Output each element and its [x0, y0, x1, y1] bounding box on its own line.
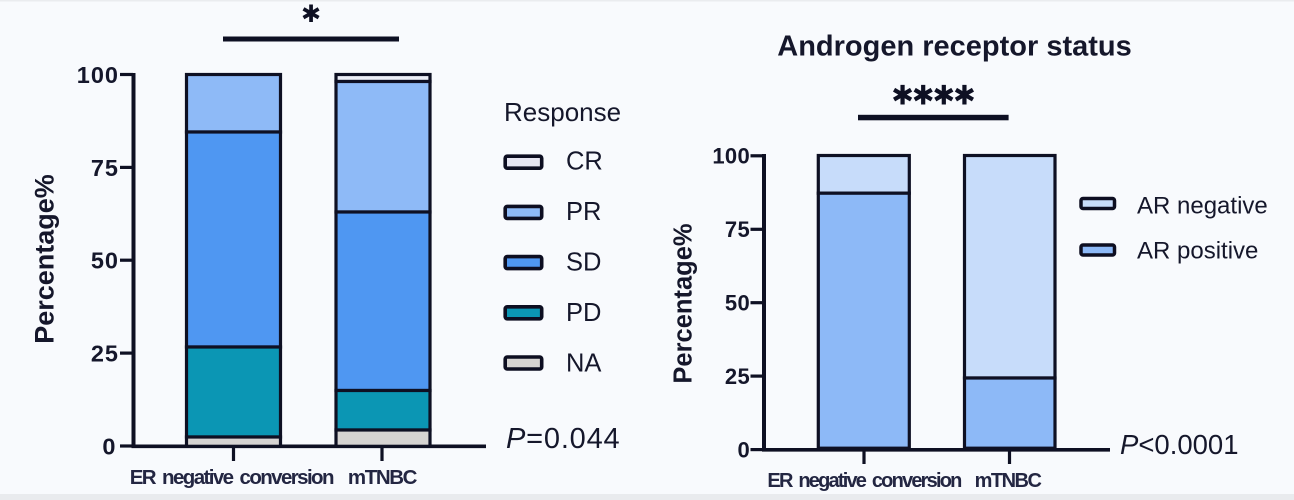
svg-text:AR positive: AR positive: [1137, 238, 1258, 265]
svg-text:✱✱✱✱: ✱✱✱✱: [891, 81, 974, 111]
svg-text:AR negative: AR negative: [1137, 193, 1268, 220]
svg-text:75: 75: [725, 217, 750, 242]
svg-text:50: 50: [91, 248, 119, 274]
svg-text:Percentage%: Percentage%: [30, 174, 60, 344]
svg-text:50: 50: [725, 291, 750, 316]
svg-text:0: 0: [737, 438, 750, 463]
svg-text:ER negative conversion: ER negative conversion: [130, 466, 334, 489]
svg-text:25: 25: [91, 341, 119, 367]
svg-text:✱: ✱: [301, 1, 321, 28]
svg-text:NA: NA: [566, 350, 601, 378]
svg-text:0: 0: [102, 433, 116, 459]
svg-text:100: 100: [712, 144, 750, 169]
svg-text:P<0.0001: P<0.0001: [1120, 429, 1239, 460]
svg-text:mTNBC: mTNBC: [348, 466, 418, 489]
svg-text:PD: PD: [566, 299, 601, 327]
svg-text:75: 75: [91, 155, 119, 181]
svg-text:SD: SD: [566, 249, 601, 277]
svg-text:Androgen receptor status: Androgen receptor status: [777, 31, 1132, 63]
svg-text:Percentage%: Percentage%: [670, 223, 698, 383]
svg-text:PR: PR: [566, 198, 601, 226]
svg-text:25: 25: [725, 364, 750, 389]
svg-text:100: 100: [77, 62, 119, 88]
svg-text:CR: CR: [566, 148, 603, 176]
svg-text:mTNBC: mTNBC: [975, 470, 1042, 492]
svg-text:P=0.044: P=0.044: [506, 423, 620, 455]
svg-text:Response: Response: [504, 97, 621, 127]
svg-text:ER negative conversion: ER negative conversion: [767, 470, 961, 492]
